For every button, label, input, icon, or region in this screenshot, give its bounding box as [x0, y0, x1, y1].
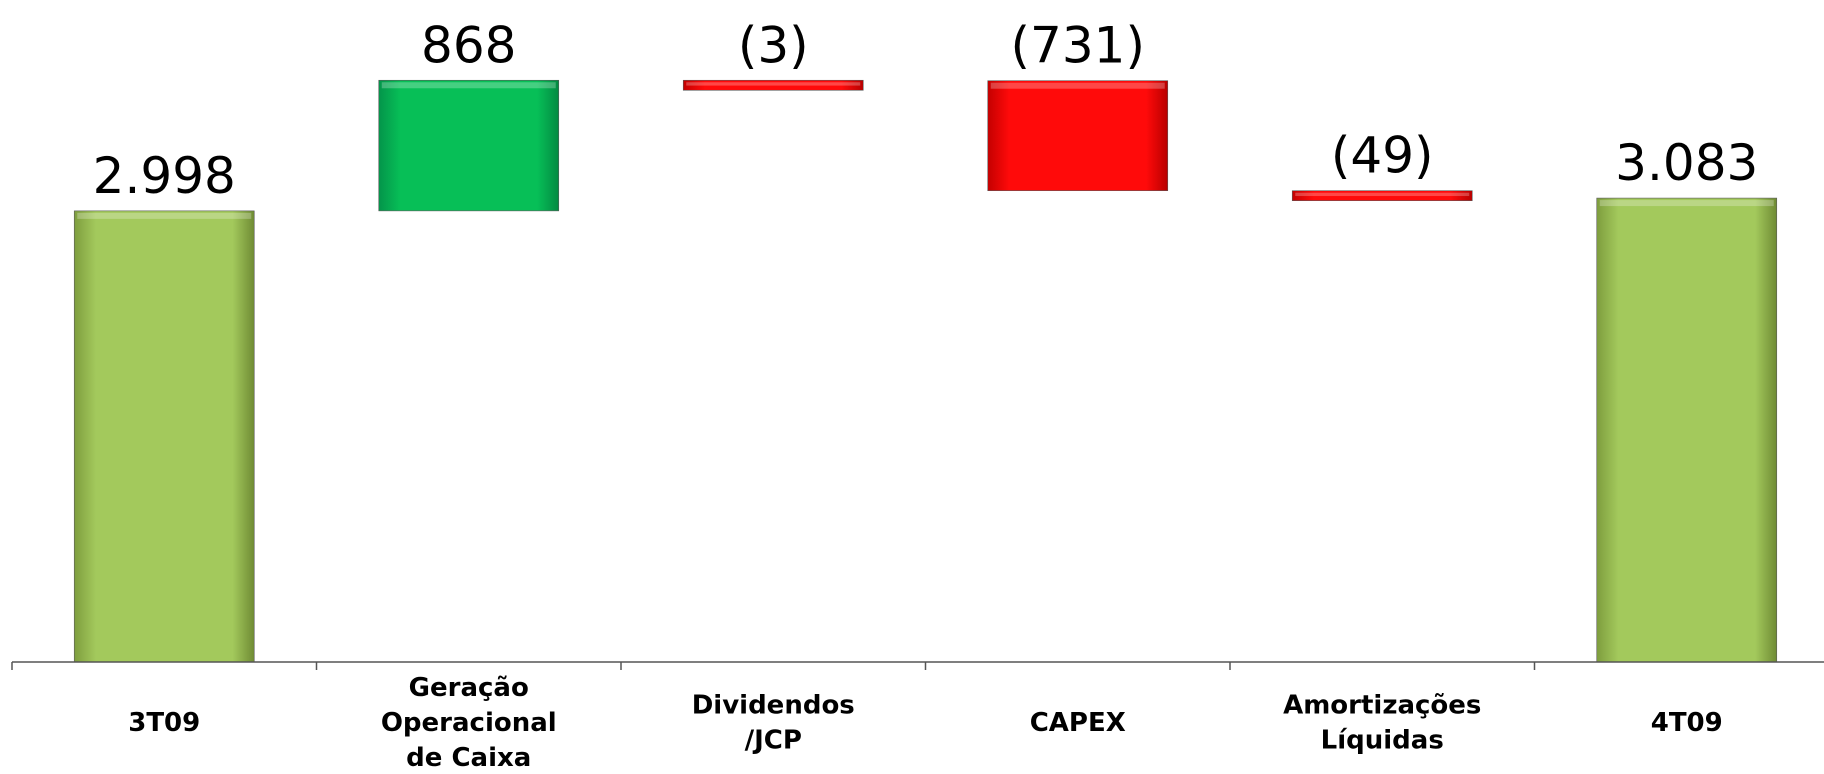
data-label: (731)	[1011, 17, 1145, 75]
x-tick-label-line: Dividendos	[692, 691, 855, 721]
data-label: 2.998	[93, 147, 236, 205]
x-tick-label-line: 3T09	[128, 708, 200, 738]
bar-highlight	[77, 212, 252, 219]
waterfall-bar-gera-o-operacional-de-caixa	[378, 79, 560, 212]
waterfall-bar-3t09	[73, 210, 255, 663]
bar-highlight	[381, 82, 556, 89]
x-tick-label: Amortizações Líquidas	[1283, 691, 1481, 756]
data-label: 868	[421, 16, 516, 74]
waterfall-bar-dividendos-jcp	[682, 79, 864, 91]
bar-highlight	[1599, 200, 1774, 207]
x-tick-label: CAPEX	[1030, 708, 1126, 738]
waterfall-bar-capex	[987, 80, 1169, 192]
bar-highlight	[990, 82, 1165, 89]
data-label: 3.083	[1615, 134, 1758, 192]
x-tick-label-line: Líquidas	[1321, 726, 1444, 756]
x-tick-label-line: 4T09	[1651, 708, 1723, 738]
bar-highlight	[1295, 192, 1470, 197]
waterfall-bar-amortiza-es-l-quidas	[1291, 190, 1473, 202]
bar-highlight	[686, 82, 861, 86]
x-tick-label-line: de Caixa	[406, 743, 531, 773]
data-label: (3)	[738, 16, 809, 74]
x-tick-label-line: Operacional	[381, 708, 557, 738]
x-tick-label-line: Amortizações	[1283, 691, 1481, 721]
data-label: (49)	[1331, 127, 1434, 185]
x-tick-label: 3T09	[128, 708, 200, 738]
x-tick-label-line: Geração	[409, 673, 529, 703]
x-tick-label-line: /JCP	[745, 726, 802, 756]
waterfall-bar-4t09	[1596, 197, 1778, 663]
x-tick-label: Geração Operacional de Caixa	[381, 673, 557, 773]
x-tick-label: Dividendos/JCP	[692, 691, 855, 756]
x-tick-label: 4T09	[1651, 708, 1723, 738]
x-tick-label-line: CAPEX	[1030, 708, 1126, 738]
